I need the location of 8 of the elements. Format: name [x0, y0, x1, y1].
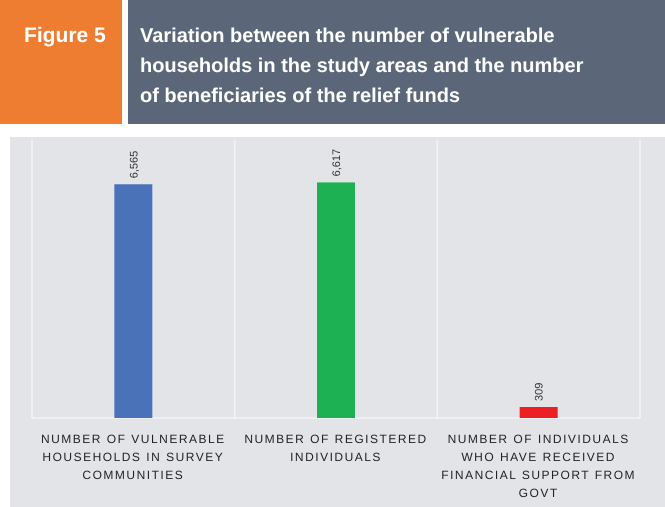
x-tick-label: NUMBER OF INDIVIDUALS WHO HAVE RECEIVED FINANCIAL SUPPORT FROM GOVT	[441, 432, 636, 500]
data-label: 6,617	[331, 148, 343, 176]
caption: Figure 5	[24, 24, 106, 47]
x-tick-label: NUMBER OF REGISTERED INDIVIDUALS	[244, 432, 428, 464]
chart-title: Variation between the number of vulnerable households in the study areas and the number of beneficiaries of the relief funds	[140, 25, 584, 107]
data-label: 6,565	[128, 150, 140, 178]
data-label: 309	[534, 382, 546, 401]
x-tick-label: NUMBER OF VULNERABLE HOUSEHOLDS IN SURVEY COMMUNITIES	[40, 432, 226, 482]
